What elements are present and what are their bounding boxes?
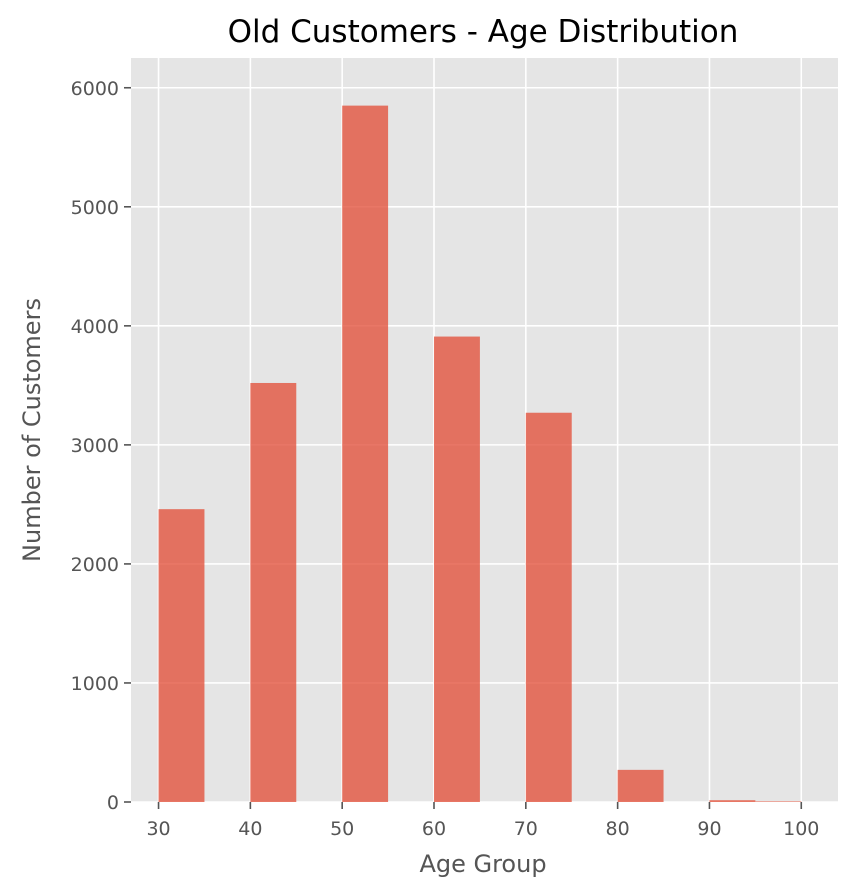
histogram-bar <box>342 105 389 803</box>
plot-area <box>131 58 838 802</box>
chart-title: Old Customers - Age Distribution <box>228 14 739 50</box>
x-tick-label: 50 <box>330 818 354 840</box>
x-tick-label: 100 <box>783 818 819 840</box>
y-tick-label: 0 <box>107 792 119 814</box>
histogram-bar <box>617 769 664 802</box>
histogram-bar <box>755 801 802 802</box>
x-tick-label: 70 <box>514 818 538 840</box>
y-tick-label: 6000 <box>71 78 119 100</box>
y-tick-label: 2000 <box>71 554 119 576</box>
histogram-bar <box>434 336 480 802</box>
x-tick-label: 90 <box>697 818 721 840</box>
axis-ticks: 30 40 50 60 70 80 90 10001000200030004000500060… <box>71 78 820 840</box>
histogram-bar <box>158 509 205 802</box>
histogram-bar <box>709 800 756 802</box>
histogram-bar <box>250 382 297 802</box>
y-tick-label: 1000 <box>71 673 119 695</box>
bars <box>158 105 802 803</box>
x-tick-label: 60 <box>422 818 446 840</box>
x-tick-label: 40 <box>238 818 262 840</box>
x-tick-label: 30 <box>146 818 170 840</box>
histogram-bar <box>525 412 572 802</box>
y-axis-label: Number of Customers <box>18 298 46 562</box>
y-tick-label: 5000 <box>71 197 119 219</box>
y-tick-label: 3000 <box>71 435 119 457</box>
x-tick-label: 80 <box>606 818 630 840</box>
y-tick-label: 4000 <box>71 316 119 338</box>
x-axis-label: Age Group <box>419 850 546 878</box>
